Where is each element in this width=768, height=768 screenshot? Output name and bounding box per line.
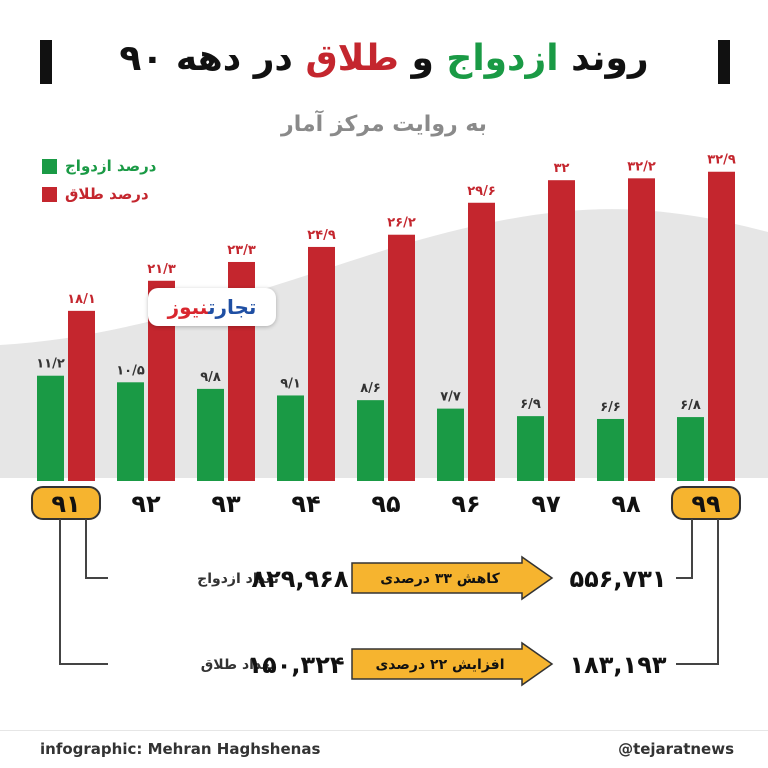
data-label-divorce-3: ۲۳/۳ xyxy=(227,243,256,258)
brand-logo: تجارتنیوز xyxy=(148,288,276,326)
title-part-trend: روند xyxy=(571,38,649,79)
bar-marriage-6 xyxy=(437,408,464,481)
bar-marriage-4 xyxy=(277,395,304,481)
brand-logo-part2: نیوز xyxy=(167,295,208,319)
x-tick-label-5: ۹۵ xyxy=(371,490,400,518)
data-label-divorce-4: ۲۴/۹ xyxy=(307,228,336,243)
marriage-count-start: ۸۲۹,۹۶۸ xyxy=(251,565,348,593)
x-tick-label-1: ۹۱ xyxy=(51,490,80,518)
bar-divorce-7 xyxy=(548,180,575,481)
subtitle: به روایت مرکز آمار xyxy=(281,112,487,137)
data-label-marriage-6: ۷/۷ xyxy=(440,390,461,405)
data-label-marriage-4: ۹/۱ xyxy=(280,376,301,391)
x-tick-label-2: ۹۲ xyxy=(131,490,161,518)
data-label-divorce-5: ۲۶/۲ xyxy=(387,216,416,231)
bar-marriage-9 xyxy=(677,417,704,481)
data-label-marriage-8: ۶/۶ xyxy=(600,400,621,415)
bar-marriage-3 xyxy=(197,388,224,481)
legend-label-divorce: درصد طلاق xyxy=(65,185,149,203)
data-label-marriage-9: ۶/۸ xyxy=(680,398,701,413)
title-part-and: و xyxy=(411,38,434,79)
x-tick-label-9: ۹۹ xyxy=(691,490,721,518)
title-part-decade: در دهه ۹۰ xyxy=(119,38,293,79)
divorce-count-start: ۱۵۰,۳۲۴ xyxy=(247,651,344,679)
marriage-count-end: ۵۵۶,۷۳۱ xyxy=(569,565,666,593)
page-title: روند ازدواج و طلاق در دهه ۹۰ xyxy=(70,34,698,84)
title-left-bar xyxy=(40,40,52,84)
connector-divorce-end xyxy=(676,519,719,665)
x-tick-label-4: ۹۴ xyxy=(291,490,320,518)
arrow-divorce-change xyxy=(351,641,554,687)
data-label-divorce-1: ۱۸/۱ xyxy=(67,292,96,307)
bar-divorce-1 xyxy=(68,310,95,481)
data-label-marriage-7: ۶/۹ xyxy=(520,397,541,412)
year-highlight-box-9 xyxy=(671,486,741,520)
data-label-divorce-9: ۳۲/۹ xyxy=(707,153,736,168)
divorce-count-end: ۱۸۳,۱۹۳ xyxy=(569,651,666,679)
data-label-divorce-2: ۲۱/۳ xyxy=(147,262,176,277)
bar-divorce-5 xyxy=(388,234,415,481)
legend-label-marriage: درصد ازدواج xyxy=(65,157,157,175)
year-highlight-box-1 xyxy=(31,486,101,520)
bar-divorce-6 xyxy=(468,202,495,481)
footer-divider xyxy=(0,730,768,731)
connector-divorce-start xyxy=(59,519,108,665)
arrow-marriage-change xyxy=(351,555,554,601)
connector-marriage-start xyxy=(85,519,108,579)
data-label-marriage-2: ۱۰/۵ xyxy=(116,363,145,378)
x-tick-label-7: ۹۷ xyxy=(531,490,561,518)
bar-divorce-9 xyxy=(708,171,735,482)
title-part-marriage: ازدواج xyxy=(446,38,559,79)
bar-marriage-2 xyxy=(117,382,144,481)
data-label-marriage-5: ۸/۶ xyxy=(360,381,381,396)
divorce-change-label: افزایش ۲۲ درصدی xyxy=(375,657,504,673)
marriage-change-label: کاهش ۳۳ درصدی xyxy=(380,571,500,587)
brand-logo-part1: تجارت xyxy=(207,295,257,319)
marriage-count-label: تعداد ازدواج xyxy=(197,571,279,587)
data-label-divorce-8: ۳۲/۲ xyxy=(627,159,656,174)
data-label-divorce-6: ۲۹/۶ xyxy=(467,184,496,199)
x-tick-label-8: ۹۸ xyxy=(611,490,641,518)
divorce-count-label: تعداد طلاق xyxy=(201,657,275,673)
footer-credit: infographic: Mehran Haghshenas xyxy=(40,740,321,758)
legend-item-divorce: درصد طلاق xyxy=(42,180,156,208)
bar-divorce-4 xyxy=(308,246,335,481)
bar-marriage-8 xyxy=(597,418,624,481)
bar-marriage-7 xyxy=(517,416,544,481)
x-tick-label-6: ۹۶ xyxy=(451,490,480,518)
connector-marriage-end xyxy=(676,519,693,579)
legend-swatch-divorce xyxy=(42,186,57,202)
bar-divorce-8 xyxy=(628,178,655,481)
legend-swatch-marriage xyxy=(42,158,57,174)
data-label-marriage-3: ۹/۸ xyxy=(200,370,221,385)
x-tick-label-3: ۹۳ xyxy=(211,490,241,518)
bar-marriage-1 xyxy=(37,375,64,481)
chart-legend: درصد ازدواج درصد طلاق xyxy=(42,152,156,208)
legend-item-marriage: درصد ازدواج xyxy=(42,152,156,180)
title-part-divorce: طلاق xyxy=(305,38,399,79)
data-label-divorce-7: ۳۲ xyxy=(554,161,570,176)
title-right-bar xyxy=(718,40,730,84)
bar-marriage-5 xyxy=(357,400,384,481)
data-label-marriage-1: ۱۱/۲ xyxy=(36,357,65,372)
footer-handle: @tejaratnews xyxy=(618,740,734,758)
